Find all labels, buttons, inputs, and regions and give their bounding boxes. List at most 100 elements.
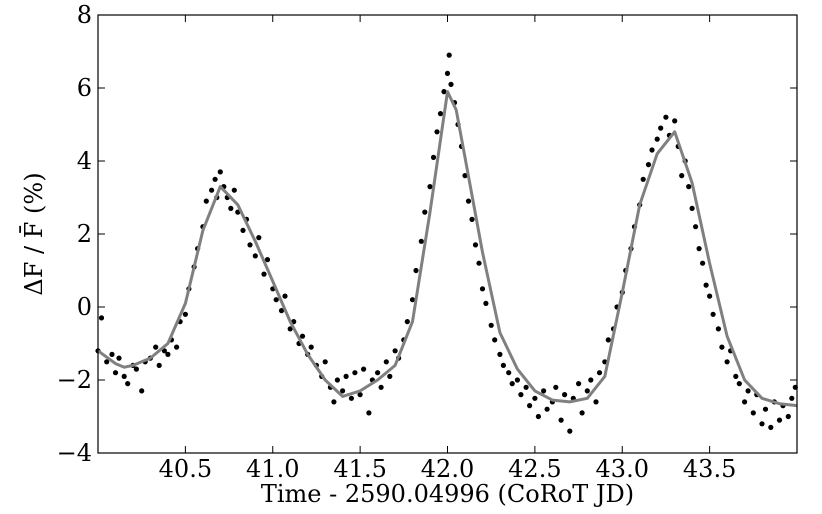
data-point xyxy=(348,395,354,401)
data-point xyxy=(762,406,769,412)
data-point xyxy=(483,300,489,306)
data-point xyxy=(707,293,713,299)
data-point xyxy=(252,253,258,259)
y-tick-label: 6 xyxy=(77,74,92,102)
data-point xyxy=(658,125,664,131)
data-point xyxy=(264,257,271,263)
data-point xyxy=(593,399,599,405)
data-point xyxy=(776,417,783,423)
data-point xyxy=(212,176,218,182)
x-tick-label: 40.5 xyxy=(159,455,212,483)
data-point xyxy=(282,293,288,299)
data-point xyxy=(261,271,267,277)
data-point xyxy=(112,370,119,376)
data-point xyxy=(649,147,655,153)
data-point xyxy=(654,136,660,142)
data-point xyxy=(427,184,433,190)
data-point xyxy=(121,373,127,379)
data-point xyxy=(308,344,314,350)
data-point xyxy=(217,169,223,175)
data-point xyxy=(165,351,171,357)
data-point xyxy=(228,205,234,211)
data-point xyxy=(322,359,328,365)
data-point xyxy=(476,260,482,266)
data-point xyxy=(357,392,363,398)
data-point xyxy=(596,370,603,376)
data-point xyxy=(492,337,498,343)
data-point xyxy=(785,413,791,420)
x-axis-label: Time - 2590.04996 (CoRoT JD) xyxy=(261,480,634,508)
data-point xyxy=(469,216,475,222)
data-point xyxy=(710,311,716,317)
data-point xyxy=(409,297,416,303)
data-point xyxy=(700,260,706,266)
data-point xyxy=(576,381,582,387)
data-point xyxy=(153,344,159,350)
data-point xyxy=(535,413,542,420)
data-point xyxy=(640,176,646,182)
data-point xyxy=(444,70,451,76)
x-tick-label: 42.5 xyxy=(508,455,561,483)
data-point xyxy=(514,377,521,383)
data-point xyxy=(366,410,372,416)
data-point xyxy=(182,311,188,317)
data-point xyxy=(532,395,538,401)
data-point xyxy=(506,370,512,376)
data-point xyxy=(479,286,486,292)
y-tick-label: 4 xyxy=(77,147,92,175)
data-point xyxy=(334,377,340,383)
data-point xyxy=(98,315,105,321)
data-point xyxy=(247,242,253,248)
data-point xyxy=(527,403,533,409)
data-point xyxy=(413,267,419,274)
x-tick-label: 43.0 xyxy=(596,455,649,483)
fit-line xyxy=(97,90,798,408)
data-point xyxy=(584,388,590,394)
data-point xyxy=(672,118,678,124)
data-point xyxy=(387,373,393,379)
data-point xyxy=(472,242,479,248)
y-tick-label: −2 xyxy=(57,366,92,394)
y-tick-label: 8 xyxy=(77,1,92,29)
x-tick-label: 41.0 xyxy=(246,455,299,483)
data-point xyxy=(541,388,547,394)
data-point xyxy=(139,388,145,394)
data-point xyxy=(256,235,262,241)
data-point xyxy=(375,370,381,376)
data-point xyxy=(361,366,367,372)
data-point xyxy=(331,399,337,405)
data-point xyxy=(441,89,447,95)
data-point xyxy=(448,81,454,87)
data-point xyxy=(352,370,358,376)
data-point xyxy=(663,114,669,120)
data-point xyxy=(156,362,162,368)
y-tick-label: 0 xyxy=(77,293,92,321)
data-point xyxy=(273,297,279,303)
data-point xyxy=(430,154,437,160)
data-point xyxy=(544,406,550,412)
data-point xyxy=(679,173,685,179)
chart-marks xyxy=(95,52,798,434)
data-point xyxy=(133,366,139,372)
data-point xyxy=(736,381,742,387)
data-point xyxy=(715,326,722,332)
x-tick-label: 42.0 xyxy=(421,455,474,483)
y-tick-label: −4 xyxy=(57,439,92,467)
data-point xyxy=(392,348,398,354)
data-point xyxy=(203,198,209,204)
data-point xyxy=(745,388,751,394)
data-point xyxy=(434,129,440,135)
data-point xyxy=(497,351,503,357)
data-point xyxy=(299,333,306,339)
data-point xyxy=(383,359,389,365)
data-point xyxy=(605,337,611,343)
data-point xyxy=(116,355,122,361)
data-point xyxy=(689,205,695,211)
data-point xyxy=(553,384,559,390)
data-point xyxy=(759,421,765,427)
data-point xyxy=(231,187,237,193)
data-point xyxy=(161,348,167,354)
data-point xyxy=(742,399,748,405)
data-point xyxy=(437,111,444,117)
y-axis-label: ΔF / F̄ (%) xyxy=(20,172,48,295)
